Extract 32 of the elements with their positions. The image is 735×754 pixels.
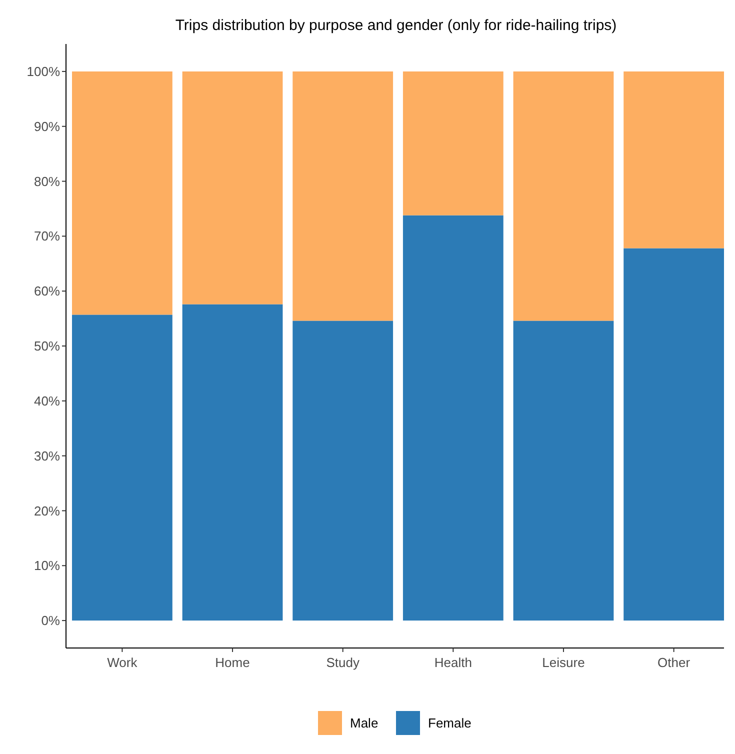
x-tick-label: Leisure	[542, 655, 585, 670]
bar	[292, 71, 394, 321]
x-tick-label: Health	[434, 655, 472, 670]
x-tick-label: Study	[326, 655, 360, 670]
y-tick-label: 90%	[34, 118, 60, 134]
y-tick-label: 80%	[34, 174, 60, 189]
x-tick-label: Other	[658, 655, 691, 670]
bar	[513, 320, 614, 621]
y-tick-label: 60%	[34, 284, 60, 299]
bar	[182, 71, 283, 304]
bar	[402, 215, 504, 621]
chart-title: Trips distribution by purpose and gender (only for ride-hailing trips)	[175, 17, 617, 34]
bar	[72, 71, 172, 315]
bar	[182, 304, 283, 621]
y-tick-label: 0%	[41, 613, 60, 628]
legend-label: Female	[428, 716, 472, 731]
bar	[624, 71, 724, 248]
y-tick-label: 70%	[34, 228, 60, 244]
bar	[513, 71, 614, 321]
bar	[402, 71, 504, 216]
bar	[292, 320, 394, 621]
y-tick-label: 10%	[34, 558, 60, 574]
bar	[624, 248, 724, 621]
x-tick-label: Home	[215, 655, 250, 670]
y-tick-label: 50%	[34, 338, 60, 354]
y-tick-label: 30%	[34, 448, 60, 464]
x-tick-label: Work	[107, 655, 138, 670]
y-tick-label: 40%	[34, 393, 60, 408]
y-tick-label: 100%	[26, 64, 60, 80]
y-tick-label: 20%	[34, 503, 60, 518]
bar	[72, 314, 172, 621]
legend-label: Male	[350, 716, 378, 731]
